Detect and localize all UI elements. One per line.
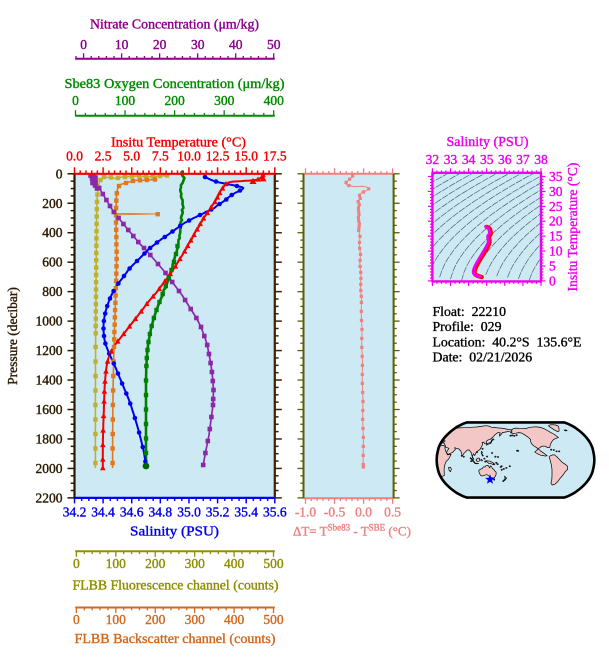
svg-text:12.5: 12.5 — [206, 149, 230, 164]
svg-text:400: 400 — [42, 225, 63, 240]
svg-text:Nitrate Concentration (μm/kg): Nitrate Concentration (μm/kg) — [90, 17, 259, 32]
svg-text:Insitu Temperature (°C): Insitu Temperature (°C) — [565, 163, 580, 292]
svg-text:200: 200 — [42, 196, 63, 211]
svg-text:2.5: 2.5 — [95, 149, 112, 164]
svg-text:17.5: 17.5 — [263, 149, 287, 164]
svg-text:ΔT= TSbe83 - TSBE (°C): ΔT= TSbe83 - TSBE (°C) — [293, 523, 411, 539]
svg-text:800: 800 — [42, 284, 63, 299]
svg-text:34.6: 34.6 — [120, 505, 144, 520]
svg-text:-1.0: -1.0 — [295, 505, 317, 520]
svg-text:1600: 1600 — [36, 402, 63, 417]
svg-text:FLBB Backscatter channel (coun: FLBB Backscatter channel (counts) — [75, 631, 276, 646]
svg-text:0: 0 — [72, 93, 79, 108]
svg-text:35: 35 — [549, 169, 563, 184]
svg-text:36: 36 — [498, 152, 512, 167]
svg-text:200: 200 — [145, 556, 166, 571]
svg-text:5: 5 — [549, 259, 556, 274]
svg-text:7.5: 7.5 — [152, 149, 169, 164]
svg-text:34.4: 34.4 — [91, 505, 115, 520]
svg-text:Profile: 029: Profile: 029 — [433, 319, 502, 334]
svg-text:0: 0 — [549, 273, 556, 288]
svg-text:40: 40 — [229, 37, 243, 52]
svg-text:Insitu Temperature (°C): Insitu Temperature (°C) — [111, 135, 246, 150]
svg-text:38: 38 — [534, 152, 548, 167]
svg-text:400: 400 — [264, 93, 285, 108]
svg-text:FLBB Fluorescence channel (cou: FLBB Fluorescence channel (counts) — [73, 578, 279, 593]
svg-text:100: 100 — [106, 612, 127, 627]
svg-text:35: 35 — [480, 152, 494, 167]
svg-text:10: 10 — [115, 37, 129, 52]
svg-text:Float: 22210: Float: 22210 — [433, 304, 507, 319]
svg-text:30: 30 — [191, 37, 205, 52]
svg-text:15.0: 15.0 — [234, 149, 258, 164]
svg-text:Pressure (decibar): Pressure (decibar) — [5, 287, 20, 385]
svg-text:20: 20 — [153, 37, 167, 52]
svg-text:34.2: 34.2 — [63, 505, 87, 520]
svg-text:35.2: 35.2 — [206, 505, 230, 520]
svg-text:34.8: 34.8 — [148, 505, 172, 520]
svg-text:400: 400 — [224, 556, 245, 571]
svg-text:200: 200 — [145, 612, 166, 627]
svg-text:32: 32 — [426, 152, 440, 167]
svg-text:1000: 1000 — [36, 314, 63, 329]
svg-text:0.0: 0.0 — [355, 505, 372, 520]
svg-text:Date: 02/21/2026: Date: 02/21/2026 — [433, 350, 533, 365]
svg-text:25: 25 — [549, 199, 563, 214]
svg-text:33: 33 — [444, 152, 458, 167]
svg-text:100: 100 — [115, 93, 136, 108]
svg-text:300: 300 — [185, 612, 206, 627]
svg-text:20: 20 — [549, 214, 563, 229]
svg-text:34: 34 — [462, 152, 476, 167]
svg-text:300: 300 — [185, 556, 206, 571]
svg-text:35.6: 35.6 — [263, 505, 287, 520]
svg-text:500: 500 — [263, 556, 284, 571]
svg-text:400: 400 — [224, 612, 245, 627]
svg-text:0.5: 0.5 — [384, 505, 401, 520]
svg-text:-0.5: -0.5 — [324, 505, 346, 520]
svg-text:35.0: 35.0 — [177, 505, 201, 520]
svg-text:Location: 40.2°S 135.6°E: Location: 40.2°S 135.6°E — [433, 334, 582, 349]
svg-text:500: 500 — [263, 612, 284, 627]
svg-text:100: 100 — [106, 556, 127, 571]
svg-text:50: 50 — [267, 37, 281, 52]
svg-text:1800: 1800 — [36, 432, 63, 447]
svg-text:600: 600 — [42, 255, 63, 270]
svg-text:300: 300 — [214, 93, 235, 108]
svg-text:30: 30 — [549, 184, 563, 199]
svg-text:35.4: 35.4 — [234, 505, 258, 520]
svg-text:Salinity (PSU): Salinity (PSU) — [447, 134, 529, 149]
svg-text:37: 37 — [516, 152, 530, 167]
svg-text:Salinity (PSU): Salinity (PSU) — [130, 525, 219, 540]
svg-text:0: 0 — [73, 556, 80, 571]
svg-text:200: 200 — [164, 93, 185, 108]
svg-text:2200: 2200 — [36, 490, 63, 505]
svg-text:15: 15 — [549, 229, 563, 244]
svg-text:10.0: 10.0 — [177, 149, 201, 164]
svg-text:1200: 1200 — [36, 343, 63, 358]
svg-text:5.0: 5.0 — [123, 149, 140, 164]
svg-text:2000: 2000 — [36, 461, 63, 476]
svg-text:Sbe83 Oxygen Concentration (μm: Sbe83 Oxygen Concentration (μm/kg) — [65, 76, 285, 91]
svg-text:1400: 1400 — [36, 373, 63, 388]
svg-text:10: 10 — [549, 244, 563, 259]
svg-text:0.0: 0.0 — [66, 149, 83, 164]
svg-text:0: 0 — [56, 166, 63, 181]
svg-text:0: 0 — [73, 612, 80, 627]
svg-text:0: 0 — [80, 37, 87, 52]
